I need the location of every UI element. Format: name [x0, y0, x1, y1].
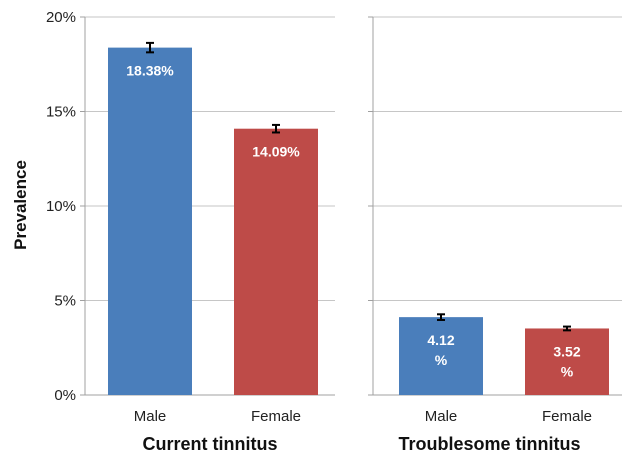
category-label: Male — [425, 408, 458, 425]
category-label: Female — [251, 408, 301, 425]
group-labels: Current tinnitus Troublesome tinnitus — [143, 434, 581, 454]
bar-female — [525, 328, 609, 395]
data-label: 14.09% — [252, 144, 300, 160]
y-tick-label: 10% — [46, 198, 76, 215]
data-labels: 18.38% 14.09% 4.12 % 3.52% — [126, 63, 581, 380]
y-tick-label: 0% — [54, 387, 76, 404]
error-bars — [146, 41, 571, 332]
data-label: 4.12% — [427, 332, 454, 368]
data-label: 3.52% — [553, 343, 580, 379]
category-labels: Male Female Male Female — [134, 408, 592, 425]
data-label: 18.38% — [126, 63, 174, 79]
group-label: Troublesome tinnitus — [398, 434, 580, 454]
bar-female — [234, 128, 318, 395]
y-axis-label: Prevalence — [11, 160, 30, 250]
bar-male — [399, 317, 483, 395]
category-label: Female — [542, 408, 592, 425]
group-label: Current tinnitus — [143, 434, 278, 454]
y-tick-label: 20% — [46, 9, 76, 26]
bar-male — [108, 47, 192, 395]
bars — [108, 47, 609, 395]
y-tick-labels: 0% 5% 10% 15% 20% — [46, 9, 76, 404]
y-tick-label: 5% — [54, 293, 76, 310]
category-label: Male — [134, 408, 167, 425]
y-tick-label: 15% — [46, 104, 76, 121]
